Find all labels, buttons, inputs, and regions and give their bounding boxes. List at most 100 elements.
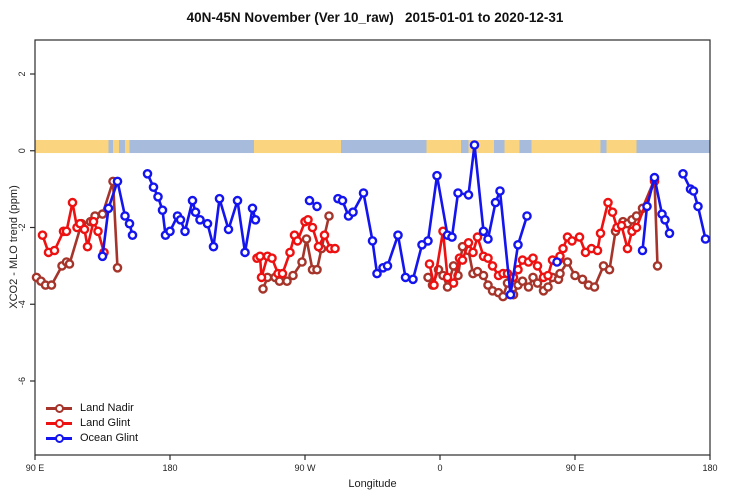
data-point — [324, 211, 334, 221]
data-point — [282, 276, 292, 287]
x-axis-ticks: 90 E 180 90 W 0 90 E 180 — [26, 455, 718, 473]
data-point — [148, 182, 159, 192]
data-point — [595, 228, 606, 239]
data-point — [558, 243, 568, 254]
legend-item-land-glint: Land Glint — [46, 416, 138, 430]
data-point — [88, 216, 99, 227]
data-point — [528, 253, 538, 264]
data-point — [631, 222, 642, 233]
x-axis-title: Longitude — [348, 478, 397, 490]
data-point — [423, 236, 433, 246]
data-point — [120, 211, 130, 221]
data-point — [79, 224, 90, 235]
data-point — [223, 224, 234, 235]
data-point — [97, 251, 108, 262]
data-point — [604, 264, 615, 275]
data-point — [112, 176, 123, 187]
data-point — [483, 234, 493, 244]
data-point — [67, 197, 78, 208]
data-point — [250, 214, 261, 225]
data-point — [190, 207, 201, 217]
data-point — [285, 247, 295, 258]
data-point — [408, 274, 418, 285]
data-point — [372, 268, 382, 279]
data-point — [637, 245, 648, 256]
strip-segment-land — [606, 140, 637, 154]
data-point — [429, 280, 439, 290]
data-point — [649, 172, 660, 183]
data-point — [142, 168, 153, 179]
data-point — [622, 243, 633, 254]
data-point — [483, 253, 493, 264]
y-tick-label: 0 — [17, 148, 27, 153]
strip-segment-ocean — [129, 140, 254, 154]
strip-segment-land — [426, 140, 461, 154]
data-point — [175, 214, 186, 225]
strip-segment-ocean — [341, 140, 427, 154]
legend-item-land-nadir: Land Nadir — [46, 401, 138, 415]
series-ocean-glint — [97, 140, 711, 300]
strip-segment-ocean — [636, 140, 710, 154]
data-point — [348, 207, 358, 217]
strip-segment-land — [125, 140, 130, 154]
data-point — [532, 261, 543, 271]
data-point — [304, 195, 315, 206]
data-point — [367, 236, 378, 246]
data-point — [693, 201, 703, 212]
strip-segment-ocean — [519, 140, 532, 154]
data-point — [616, 220, 627, 231]
data-point — [652, 261, 663, 271]
data-point — [165, 226, 175, 237]
data-point — [297, 257, 307, 267]
legend-label-ocean-glint: Ocean Glint — [80, 432, 139, 444]
data-point — [313, 241, 324, 252]
data-point — [97, 209, 108, 219]
data-point — [319, 230, 330, 240]
data-point — [517, 276, 528, 287]
data-point — [664, 228, 675, 239]
strip-segment-ocean — [461, 140, 469, 154]
data-point — [127, 230, 138, 240]
data-point — [495, 186, 505, 196]
data-point — [292, 236, 303, 246]
data-point — [478, 226, 489, 237]
data-point — [214, 193, 225, 204]
data-point — [574, 232, 585, 242]
legend-item-ocean-glint: Ocean Glint — [46, 431, 138, 445]
strip-segment-land — [113, 140, 119, 154]
data-point — [330, 243, 340, 254]
data-point — [490, 197, 501, 208]
data-point — [589, 282, 600, 292]
data-point — [267, 253, 277, 264]
x-tick-label: 90 W — [294, 463, 316, 473]
series-line — [428, 180, 656, 287]
legend-label-land-glint: Land Glint — [80, 417, 131, 429]
y-tick-label: -2 — [17, 223, 27, 231]
data-point — [660, 214, 670, 225]
data-point — [469, 140, 480, 150]
data-point — [37, 230, 48, 240]
land-glint-marker-icon — [46, 418, 72, 428]
data-point — [543, 282, 553, 292]
data-point — [312, 201, 322, 212]
data-point — [256, 272, 267, 283]
data-point — [453, 188, 463, 198]
x-tick-label: 180 — [702, 463, 717, 473]
series-land-glint — [37, 176, 660, 290]
data-point — [274, 276, 285, 287]
data-point — [562, 257, 573, 267]
data-point — [157, 205, 168, 215]
x-tick-label: 0 — [437, 463, 442, 473]
data-point — [358, 188, 369, 198]
land-nadir-marker-icon — [46, 403, 72, 413]
data-point — [82, 241, 93, 252]
data-point — [46, 280, 57, 290]
data-point — [442, 272, 453, 283]
data-point — [312, 264, 322, 275]
plot-box — [34, 39, 711, 456]
data-point — [448, 278, 459, 288]
strip-segment-land — [254, 140, 341, 154]
data-point — [232, 195, 243, 206]
x-tick-label: 90 E — [26, 463, 45, 473]
